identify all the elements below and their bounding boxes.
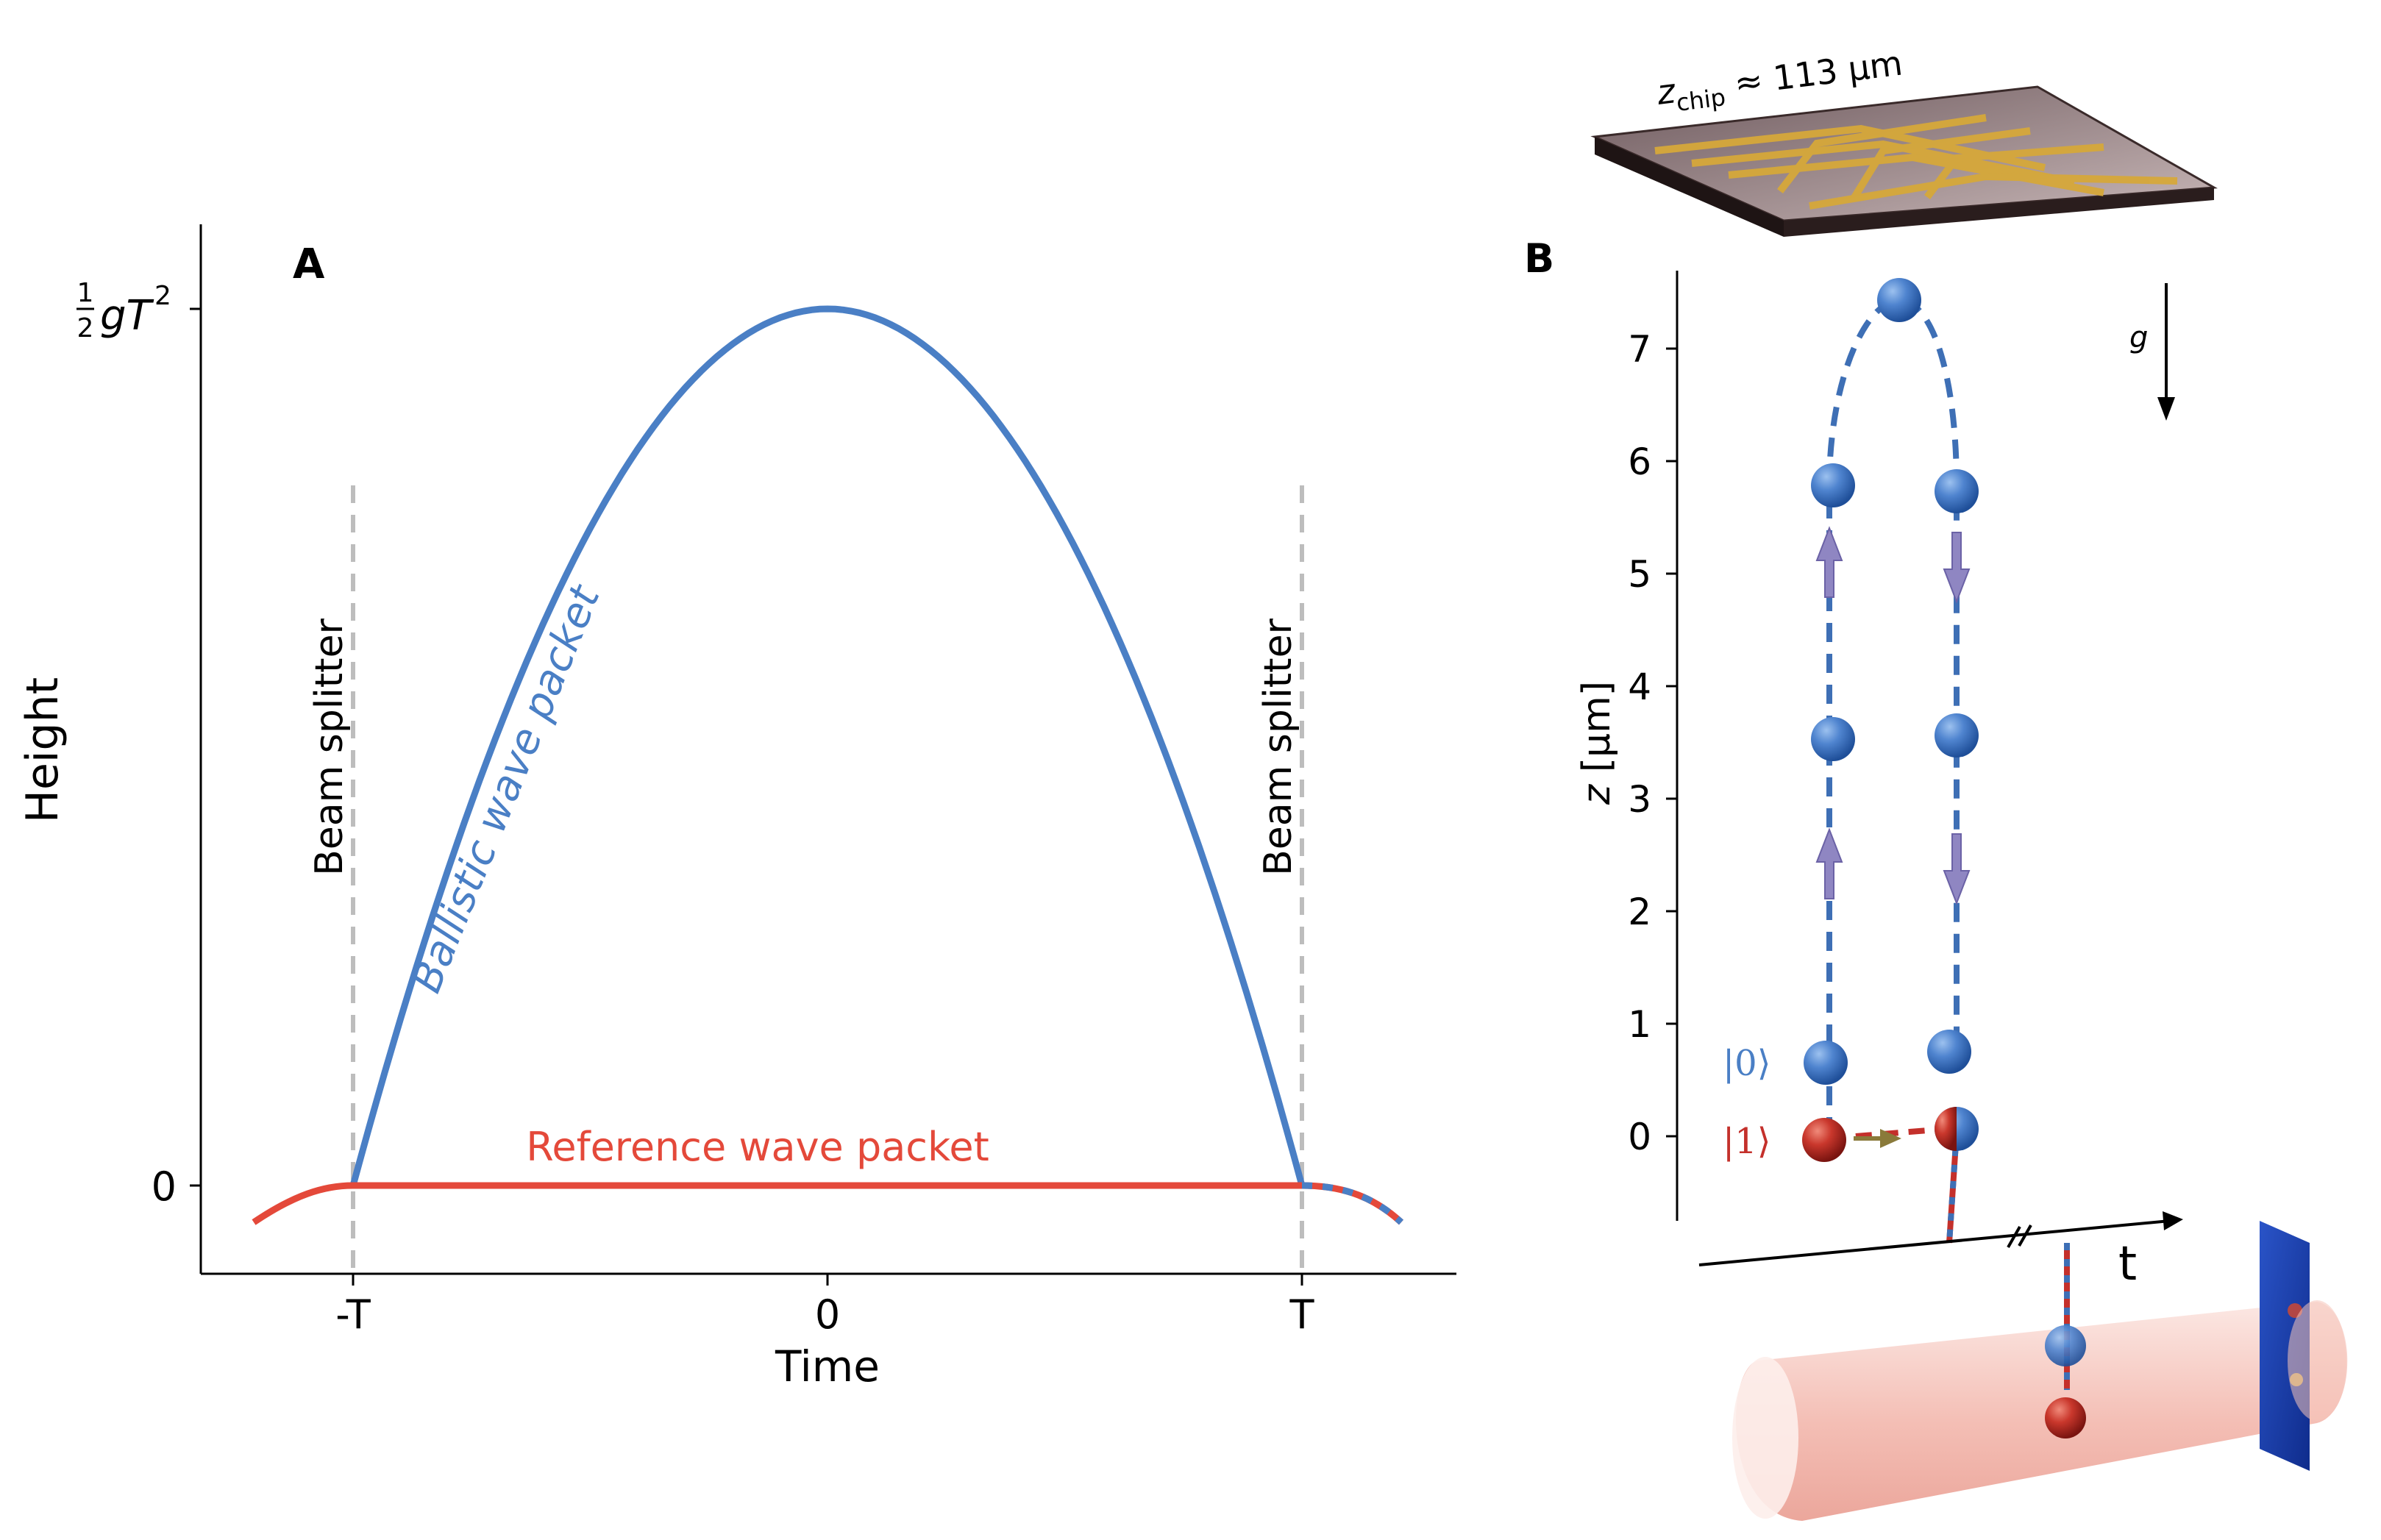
y-tick-top-numerator: 1 [77, 278, 94, 308]
ballistic-trajectory [1826, 296, 1960, 1136]
atom-reference-start [1802, 1118, 1846, 1162]
state-0-label: |0⟩ [1723, 1043, 1770, 1084]
waveguide-end-left [1732, 1357, 1798, 1519]
y-tick-top: 1 2 gT 2 [76, 278, 171, 343]
atom-down-3 [1935, 713, 1979, 757]
panel-a-label: A [293, 240, 325, 288]
transfer-arrow-head [1880, 1129, 1901, 1148]
svg-text:z [μm]: z [μm] [1575, 681, 1619, 805]
z-axis-label: z [μm] [1575, 681, 1619, 805]
z-tick-label: 0 [1628, 1116, 1651, 1158]
chip-left-face [1595, 137, 1784, 237]
chip-front-face [1784, 188, 2214, 237]
y-axis-label: Height [17, 677, 68, 823]
waveguide-end-right [2288, 1300, 2346, 1421]
time-axis-break-2 [2018, 1224, 2032, 1247]
up-arrow-upper [1815, 526, 1843, 598]
z-tick-label: 2 [1628, 891, 1651, 933]
gravity-label: g [2129, 321, 2148, 354]
output-tail-right-red [1301, 1182, 1404, 1225]
atom-apex [1877, 278, 1921, 322]
y-tick-zero: 0 [152, 1163, 177, 1210]
state-1-label: |1⟩ [1723, 1121, 1770, 1162]
output-tail-right-blue [1301, 1182, 1404, 1225]
z-tick-label: 1 [1628, 1003, 1651, 1046]
chip-wires [1654, 114, 2178, 210]
detection-screen [2260, 1221, 2310, 1471]
atom-chip: zchip ≈ 113 μm [1590, 43, 2218, 237]
z-ticks: 0 1 2 3 4 5 6 7 [1628, 328, 1677, 1158]
time-axis-head [2163, 1211, 2183, 1230]
x-axis-label: Time [775, 1341, 880, 1391]
x-tick-neg-t: -T [335, 1291, 371, 1338]
reference-label: Reference wave packet [526, 1124, 989, 1170]
time-axis-label: t [2118, 1237, 2137, 1291]
z-tick-label: 5 [1628, 553, 1651, 596]
right-beam-splitter-label: Beam splitter [1256, 618, 1300, 875]
waveguide-atom-red [2045, 1397, 2086, 1439]
atom-down-6 [1935, 469, 1979, 513]
x-tick-zero: 0 [815, 1291, 840, 1338]
panel-a: 0 1 2 gT 2 -T 0 T Time Height A Beam spl… [17, 224, 1456, 1391]
waveguide [1732, 1221, 2348, 1521]
z-axis-label-unit: [μm] [1575, 681, 1619, 785]
output-stem-blue [1946, 1132, 1960, 1244]
z-tick-label: 6 [1628, 441, 1651, 483]
z-tick-label: 3 [1628, 778, 1651, 821]
z-axis-label-var: z [1575, 783, 1619, 805]
reference-tail-left [252, 1182, 354, 1225]
waveguide-tube [1735, 1302, 2348, 1521]
y-tick-top-denominator: 2 [77, 313, 94, 343]
atom-recombine-red [1935, 1107, 1957, 1151]
up-arrow-lower [1815, 827, 1843, 899]
panel-b-label: B [1524, 235, 1554, 282]
y-tick-top-sup: 2 [154, 281, 171, 311]
atoms [1802, 278, 1979, 1162]
atom-up-1 [1804, 1041, 1848, 1085]
z-tick-label: 7 [1628, 328, 1651, 371]
ballistic-label: Ballistic wave packet [402, 578, 610, 999]
x-tick-t: T [1289, 1291, 1315, 1338]
time-axis-break-1 [2007, 1226, 2021, 1248]
y-tick-top-text: gT [100, 292, 154, 340]
chip-label-sub: chip [1675, 83, 1727, 117]
z-tick-label: 4 [1628, 666, 1651, 708]
down-arrow-upper [1943, 532, 1971, 604]
down-arrow-lower [1943, 833, 1971, 905]
waveguide-atom-blue [2045, 1325, 2086, 1366]
time-axis [1698, 1219, 2171, 1266]
gravity-arrow-head [2157, 397, 2175, 421]
chip-label-value: ≈ 113 μm [1721, 43, 1904, 104]
atom-up-3 [1811, 717, 1855, 761]
atom-down-1 [1927, 1030, 1971, 1074]
left-beam-splitter-label: Beam splitter [307, 618, 352, 875]
velocity-arrows [1815, 526, 1971, 905]
atom-up-6 [1811, 463, 1855, 507]
ballistic-wave-packet-curve [349, 305, 1306, 1187]
